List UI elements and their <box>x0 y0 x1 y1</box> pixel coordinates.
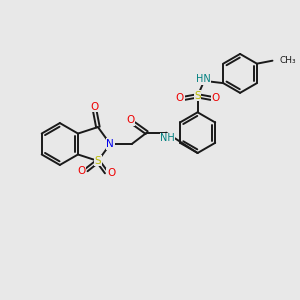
Text: O: O <box>126 115 134 125</box>
Text: S: S <box>194 91 201 101</box>
Text: O: O <box>78 166 86 176</box>
Text: O: O <box>107 168 115 178</box>
Text: CH₃: CH₃ <box>280 56 296 64</box>
Text: O: O <box>211 93 219 103</box>
Text: N: N <box>106 139 114 149</box>
Text: HN: HN <box>196 74 210 84</box>
Text: S: S <box>94 156 101 166</box>
Text: NH: NH <box>160 133 175 143</box>
Text: O: O <box>176 93 184 103</box>
Text: O: O <box>91 102 99 112</box>
